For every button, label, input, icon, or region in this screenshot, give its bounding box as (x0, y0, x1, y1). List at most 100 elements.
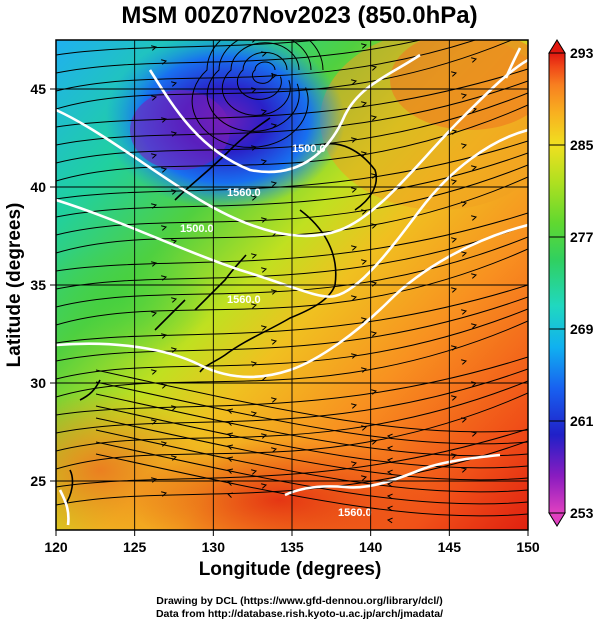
streamline-arrow (361, 425, 368, 431)
streamline-arrow (227, 408, 233, 414)
streamline-arrow (351, 245, 358, 251)
colorbar-tick-label: 261 (570, 413, 594, 429)
streamline (56, 296, 528, 362)
lat-lon-grid (56, 40, 528, 530)
streamline (56, 152, 528, 218)
streamline-arrow (171, 297, 178, 303)
streamline-arrow (171, 405, 178, 411)
streamline (56, 176, 528, 254)
streamline-arrow (261, 483, 268, 489)
streamline-arrow (451, 237, 458, 243)
streamline-arrow (171, 347, 178, 353)
streamline-arrow (371, 439, 378, 445)
credit-drawing: Drawing by DCL (https://www.gfd-dennou.o… (156, 595, 443, 607)
x-tick-label: 145 (438, 539, 462, 555)
streamline-arrow (361, 151, 368, 157)
streamline-arrow (461, 309, 468, 315)
colorbar-min-arrow (548, 512, 566, 527)
streamline (251, 61, 276, 84)
streamline (56, 68, 528, 128)
streamline-arrow (371, 389, 378, 395)
x-axis-label: Longitude (degrees) (199, 559, 382, 580)
streamline-arrow (227, 492, 233, 498)
streamline-arrow (161, 275, 168, 281)
streamline (56, 92, 528, 164)
streamline-arrow (171, 239, 178, 245)
streamline-arrow (271, 447, 278, 453)
streamline-arrow (251, 411, 258, 417)
streamline (221, 42, 300, 116)
credits: Drawing by DCL (https://www.gfd-dennou.o… (0, 595, 599, 621)
streamline-arrow (371, 331, 378, 337)
streamline (191, 40, 324, 148)
streamline-arrow (361, 259, 368, 265)
streamline (95, 381, 528, 445)
streamline-arrow (351, 187, 358, 193)
streamline-arrow (451, 22, 456, 27)
streamline-arrow (161, 225, 168, 231)
streamline-arrow (451, 179, 458, 185)
streamline-arrow (261, 267, 268, 273)
streamline-arrow (351, 30, 356, 35)
streamline-arrow (161, 167, 168, 173)
streamline (56, 40, 323, 56)
streamline-arrow (471, 215, 478, 221)
y-tick-label: 30 (30, 375, 46, 391)
colorbar: 293 285 277 269 261 253 (548, 39, 594, 527)
colorbar-tick-label: 269 (570, 321, 594, 337)
streamline-arrow (351, 137, 358, 143)
streamline-arrow (261, 159, 268, 165)
streamline-arrow (351, 79, 358, 85)
streamline (56, 380, 528, 452)
streamline-arrow (361, 475, 368, 481)
wind-streamlines (56, 22, 528, 524)
streamline (56, 40, 424, 74)
streamline-arrow (361, 101, 368, 107)
streamline-arrow (361, 43, 368, 49)
streamline-arrow (151, 203, 158, 209)
streamline-arrow (261, 109, 268, 115)
streamline (56, 248, 528, 326)
streamline-arrow (161, 333, 168, 339)
streamline (95, 441, 528, 505)
streamline-arrow (386, 517, 393, 524)
streamline-arrow (151, 419, 158, 425)
streamline-arrow (351, 461, 358, 467)
x-axis-ticks: 120 125 130 135 140 145 150 (44, 530, 540, 555)
contour-labels: 1560.0 1500.0 1560.0 1560.0 1500.0 (180, 143, 372, 519)
streamline-arrow (451, 71, 458, 77)
streamline-arrow (171, 81, 178, 87)
colorbar-tick-label: 277 (570, 229, 594, 245)
x-tick-label: 150 (516, 539, 540, 555)
streamline-arrow (461, 143, 468, 149)
streamline-arrow (151, 369, 158, 375)
y-axis-ticks: 25 30 35 40 45 (30, 81, 56, 489)
streamline-arrow (461, 93, 468, 99)
contour-label: 1560.0 (227, 187, 261, 199)
contour-label: 1500.0 (180, 223, 214, 235)
streamline (56, 212, 528, 272)
streamline-arrow (261, 433, 268, 439)
streamline (56, 284, 528, 344)
streamline (56, 236, 528, 308)
contour-label: 1560.0 (227, 294, 261, 306)
y-tick-label: 45 (30, 81, 46, 97)
streamline-arrow (461, 359, 468, 365)
streamline-arrow (151, 311, 158, 317)
x-tick-label: 140 (359, 539, 383, 555)
colorbar-tick-label: 285 (570, 137, 594, 153)
streamline-arrow (371, 65, 378, 71)
streamline (95, 369, 528, 433)
streamline-arrow (251, 253, 258, 259)
streamline (95, 393, 528, 457)
x-tick-label: 135 (280, 539, 304, 555)
streamline-arrow (227, 456, 233, 462)
streamline (56, 368, 528, 434)
colorbar-max-arrow (548, 39, 566, 54)
streamline-arrow (227, 432, 233, 438)
streamline-arrow (461, 467, 468, 473)
streamline-arrow (161, 117, 168, 123)
streamline-arrow (471, 323, 478, 329)
streamline-arrow (361, 209, 368, 215)
streamline (95, 453, 528, 517)
